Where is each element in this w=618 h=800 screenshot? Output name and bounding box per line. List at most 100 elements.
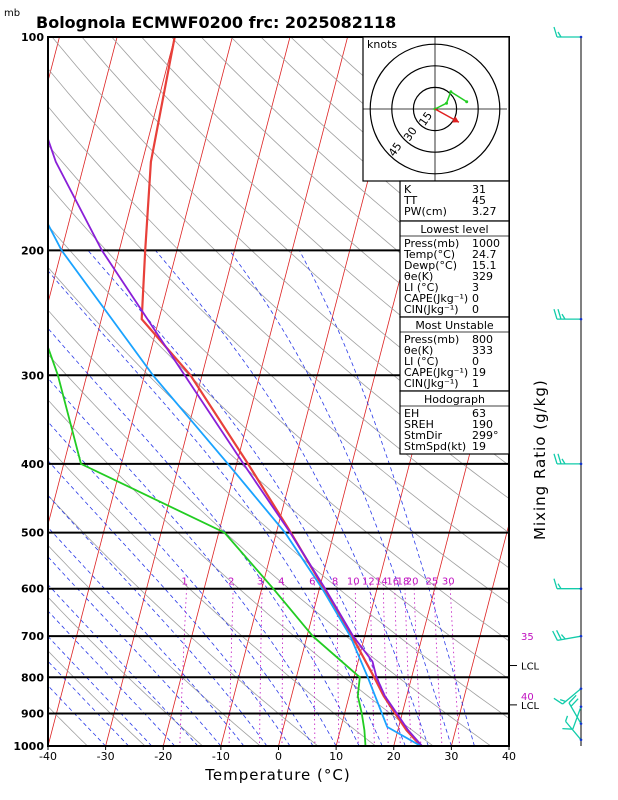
most-unstable-label: CIN(Jkg⁻¹)	[404, 377, 459, 390]
wind-barb-flag	[553, 308, 558, 320]
wind-barb-flag	[564, 715, 569, 722]
hodograph-stats-label: StmDir	[404, 429, 443, 442]
lowest-level-label: CIN(Jkg⁻¹)	[404, 303, 459, 316]
mixing-ratio-line	[336, 583, 340, 746]
mixing-ratio-tick-label: 14	[375, 577, 388, 588]
lcl-label: LCL	[521, 662, 540, 673]
wind-barb-station	[579, 587, 583, 591]
wind-barb-shaft	[565, 720, 582, 741]
sounding-profiles	[48, 37, 423, 746]
mixing-ratio-line	[179, 583, 188, 746]
mixing-ratio-tick-label: 20	[406, 577, 419, 588]
dry-adiabat	[0, 37, 45, 761]
lowest-level-value: 0	[472, 292, 479, 305]
dry-adiabat	[81, 37, 509, 434]
isotherm	[48, 37, 176, 526]
wind-barb-station	[579, 687, 583, 690]
hodograph-stats-label: EH	[404, 407, 419, 420]
dewpoint-profile	[48, 344, 367, 746]
x-tick-label: 20	[387, 750, 401, 763]
lowest-level-value: 3	[472, 281, 479, 294]
dry-adiabat	[48, 105, 509, 534]
dry-adiabat	[48, 544, 261, 746]
most-unstable-value: 19	[472, 366, 486, 379]
y-tick-label: 900	[21, 708, 44, 721]
wind-barb-flag	[559, 698, 566, 703]
isotherms	[0, 21, 509, 761]
moist-adiabat	[48, 270, 383, 746]
wind-barb-flag	[553, 26, 558, 38]
x-tick-label: 10	[329, 750, 343, 763]
pressure-unit-label: mb	[4, 8, 20, 19]
most-unstable-label: Press(mb)	[404, 333, 459, 346]
index-top-value: 31	[472, 183, 486, 196]
mixing-ratio-lines	[179, 583, 460, 746]
index-top-value: 3.27	[472, 205, 497, 218]
y-tick-label: 300	[21, 369, 44, 382]
mixing-ratio-tick-label: 4	[278, 577, 284, 588]
lowest-level-label: CAPE(Jkg⁻¹)	[404, 292, 468, 305]
dry-adiabat	[48, 650, 146, 746]
dry-adiabat	[48, 68, 509, 500]
most-unstable-header: Most Unstable	[415, 319, 494, 332]
dry-adiabat	[48, 353, 492, 746]
most-unstable-value: 0	[472, 355, 479, 368]
hodograph-trace	[434, 90, 468, 110]
x-tick-label: -30	[97, 750, 115, 763]
moist-adiabat	[48, 327, 360, 746]
mixing-ratio-tick-label: 18	[397, 577, 410, 588]
hodograph-ring	[369, 43, 501, 175]
y-tick-label: 800	[21, 671, 44, 684]
wind-barb-flag	[557, 31, 562, 38]
hodograph-ring	[412, 86, 458, 132]
hodograph-ring	[391, 65, 479, 153]
y-tick-label: 500	[21, 527, 44, 540]
hodograph-stats-label: SREH	[404, 418, 434, 431]
storm-motion-arrowhead	[451, 116, 459, 123]
most-unstable-label: θe(K)	[404, 344, 433, 357]
mixing-ratio-line	[369, 583, 375, 746]
isotherm	[508, 744, 509, 746]
y-tick-label: 100	[21, 31, 44, 44]
dry-adiabat	[48, 266, 509, 680]
wind-barb-station	[579, 35, 583, 39]
x-tick-label: 0	[275, 750, 282, 763]
mixing-ratio-line	[313, 583, 316, 746]
dry-adiabat	[48, 446, 377, 746]
y-tick-label: 400	[21, 458, 44, 471]
wind-barb-station	[579, 738, 583, 742]
mixing-ratio-tick-label: 8	[332, 577, 338, 588]
wind-barb-station	[579, 634, 583, 638]
mixing-ratio-tick-label: 6	[309, 577, 315, 588]
x-tick-label: -20	[154, 750, 172, 763]
parcel-profile	[48, 222, 422, 746]
wind-barb-flag	[557, 308, 562, 320]
mixing-ratio-line	[413, 583, 422, 746]
wind-barb-shaft	[572, 706, 582, 730]
y-axis-label: Mixing Ratio (g/kg)	[531, 379, 549, 540]
x-tick-label: -10	[212, 750, 230, 763]
wind-barb-flag	[553, 697, 563, 705]
dry-adiabat	[48, 596, 204, 746]
moist-adiabat	[87, 250, 406, 746]
dry-adiabat	[48, 705, 89, 746]
most-unstable-label: CAPE(Jkg⁻¹)	[404, 366, 468, 379]
most-unstable-value: 1	[472, 377, 479, 390]
isotherm	[450, 522, 509, 746]
hodograph-point	[449, 90, 453, 94]
mixing-ratio-line	[394, 583, 401, 746]
moist-adiabat	[48, 660, 129, 746]
side-mixing-label: 35	[521, 632, 534, 643]
dry-adiabats	[0, 37, 509, 761]
index-top-box	[399, 180, 510, 222]
x-tick-label: 30	[444, 750, 458, 763]
isotherm	[48, 37, 233, 746]
y-tick-label: 200	[21, 244, 44, 257]
lowest-level-value: 329	[472, 270, 493, 283]
wind-barb-flag	[557, 453, 562, 465]
lowest-level-label: Temp(°C)	[403, 248, 455, 261]
isotherm	[0, 21, 6, 761]
